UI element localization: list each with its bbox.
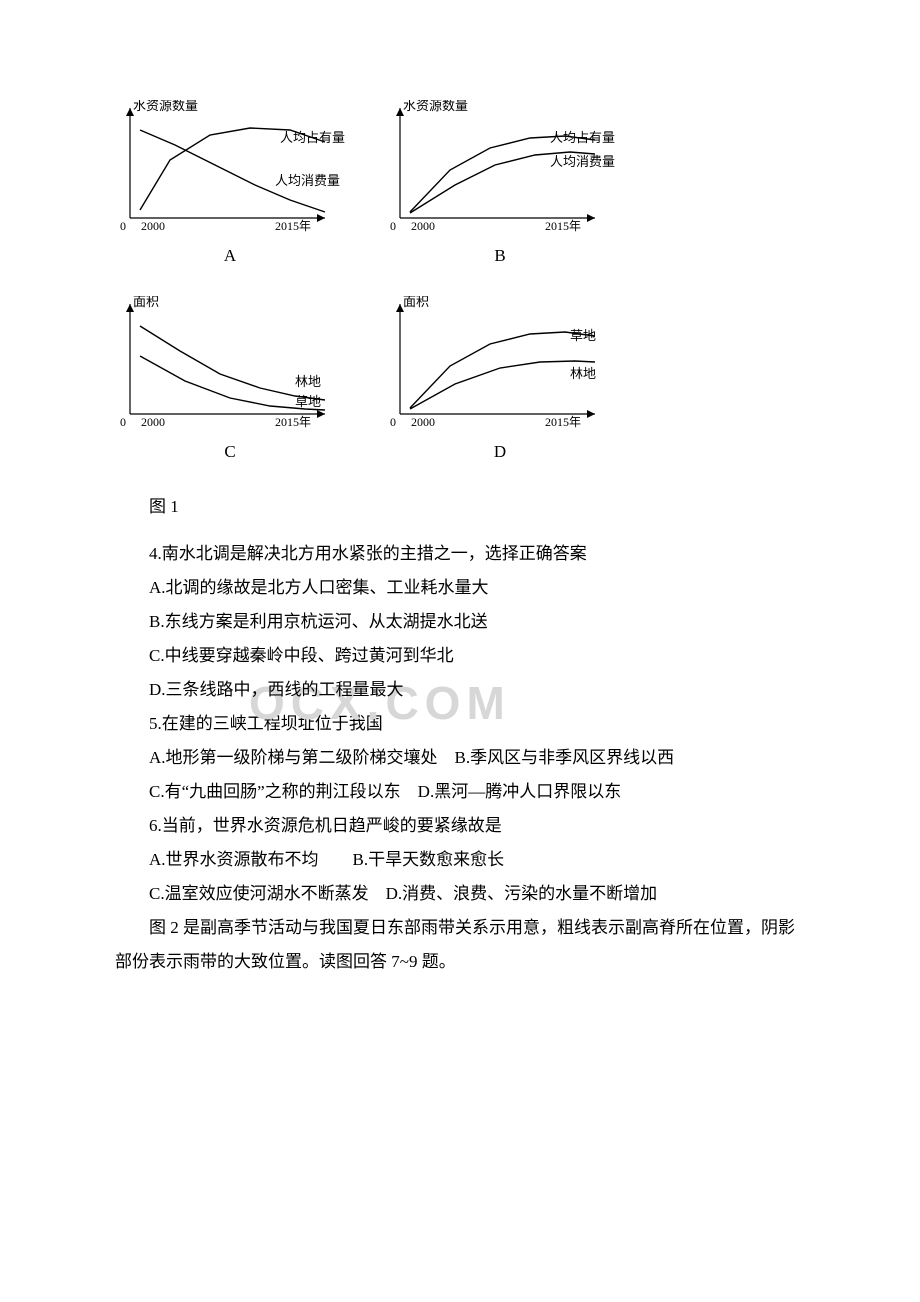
chart-b-caption: B (385, 246, 615, 266)
q5-options-cd: C.有“九曲回肠”之称的荆江段以东 D.黑河—腾冲人口界限以东 (115, 775, 805, 809)
x-tick-2015: 2015年 (275, 219, 311, 233)
svg-text:0: 0 (120, 415, 126, 429)
svg-text:草地: 草地 (295, 394, 321, 409)
curve-d2 (410, 361, 595, 409)
chart-a-svg: 0 2000 2015年 水资源数量 人均占有量 人均消费量 (115, 100, 345, 240)
svg-text:面积: 面积 (133, 296, 159, 309)
svg-text:0: 0 (390, 219, 396, 233)
q4-option-a: A.北调的缘故是北方人口密集、工业耗水量大 (115, 571, 805, 605)
chart-a-caption: A (115, 246, 345, 266)
chart-c-caption: C (115, 442, 345, 462)
svg-text:面积: 面积 (403, 296, 429, 309)
x-tick-2000: 2000 (141, 219, 165, 233)
q6-options-ab: A.世界水资源散布不均 B.干旱天数愈来愈长 (115, 843, 805, 877)
chart-d-svg: 0 2000 2015年 面积 草地 林地 (385, 296, 615, 436)
svg-text:人均占有量: 人均占有量 (550, 130, 615, 145)
svg-text:2000: 2000 (411, 415, 435, 429)
q4-option-d: OCX.COM D.三条线路中，西线的工程量最大 (115, 673, 805, 707)
chart-a: 0 2000 2015年 水资源数量 人均占有量 人均消费量 A (115, 100, 345, 266)
svg-text:2015年: 2015年 (545, 415, 581, 429)
svg-text:人均消费量: 人均消费量 (550, 154, 615, 169)
curve-a2-label: 人均消费量 (275, 173, 340, 188)
figure-1-label: 图 1 (115, 492, 805, 517)
svg-text:林地: 林地 (295, 374, 321, 389)
q5-stem: 5.在建的三峡工程坝址位于我国 (115, 707, 805, 741)
curve-d1 (410, 332, 595, 408)
y-label: 水资源数量 (133, 100, 198, 113)
q4-option-d-text: D.三条线路中，西线的工程量最大 (149, 680, 404, 699)
svg-text:2000: 2000 (141, 415, 165, 429)
chart-c-svg: 0 2000 2015年 面积 林地 草地 (115, 296, 345, 436)
chart-b-svg: 0 2000 2015年 水资源数量 人均占有量 人均消费量 (385, 100, 615, 240)
svg-text:2015年: 2015年 (545, 219, 581, 233)
chart-c: 0 2000 2015年 面积 林地 草地 C (115, 296, 345, 462)
q4-option-b: B.东线方案是利用京杭运河、从太湖提水北送 (115, 605, 805, 639)
chart-b: 0 2000 2015年 水资源数量 人均占有量 人均消费量 B (385, 100, 615, 266)
q6-stem: 6.当前，世界水资源危机日趋严峻的要紧缘故是 (115, 809, 805, 843)
svg-text:2000: 2000 (411, 219, 435, 233)
curve-a1-label: 人均占有量 (280, 130, 345, 145)
q4-stem: 4.南水北调是解决北方用水紧张的主措之一，选择正确答案 (115, 537, 805, 571)
q6-options-cd: C.温室效应使河湖水不断蒸发 D.消费、浪费、污染的水量不断增加 (115, 877, 805, 911)
charts-row-1: 0 2000 2015年 水资源数量 人均占有量 人均消费量 A (115, 100, 805, 266)
q5-options-ab: A.地形第一级阶梯与第二级阶梯交壤处 B.季风区与非季风区界线以西 (115, 741, 805, 775)
svg-text:2015年: 2015年 (275, 415, 311, 429)
fig2-intro-paragraph: 图 2 是副高季节活动与我国夏日东部雨带关系示用意，粗线表示副高脊所在位置，阴影… (115, 911, 805, 979)
q4-option-c: C.中线要穿越秦岭中段、跨过黄河到华北 (115, 639, 805, 673)
chart-d-caption: D (385, 442, 615, 462)
svg-text:0: 0 (390, 415, 396, 429)
svg-text:水资源数量: 水资源数量 (403, 100, 468, 113)
curve-b1 (410, 136, 595, 212)
origin-label: 0 (120, 219, 126, 233)
svg-text:草地: 草地 (570, 328, 596, 343)
svg-text:林地: 林地 (570, 366, 596, 381)
charts-row-2: 0 2000 2015年 面积 林地 草地 C (115, 296, 805, 462)
chart-d: 0 2000 2015年 面积 草地 林地 D (385, 296, 615, 462)
